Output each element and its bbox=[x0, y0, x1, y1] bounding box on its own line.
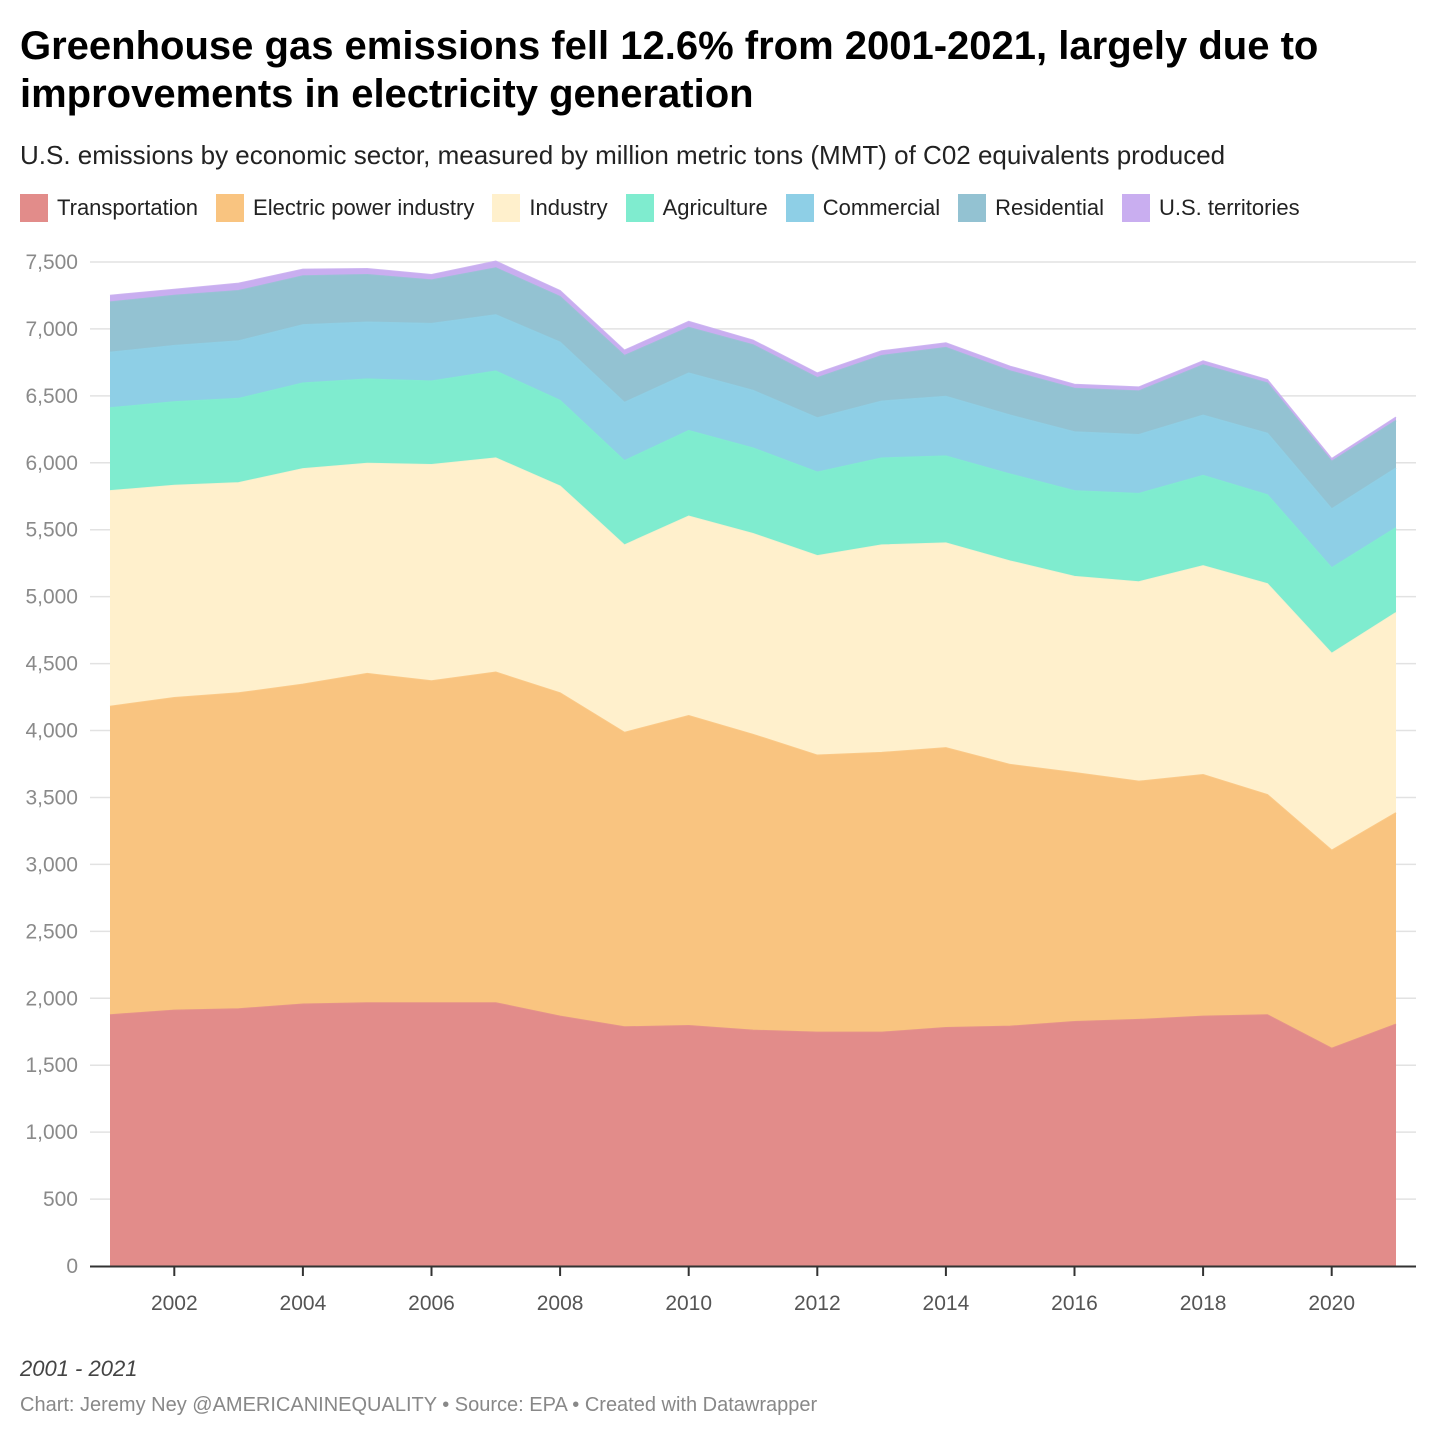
area-edge-transportation bbox=[109, 1002, 1397, 1050]
y-tick-label: 7,500 bbox=[25, 251, 78, 274]
legend-label: U.S. territories bbox=[1158, 195, 1300, 220]
legend-item-industry: Industry bbox=[492, 194, 608, 222]
area-edge-residential bbox=[109, 267, 1397, 463]
legend-label: Residential bbox=[995, 195, 1104, 220]
legend-label: Agriculture bbox=[662, 195, 768, 220]
y-tick-label: 1,500 bbox=[25, 1054, 78, 1077]
legend-item-agriculture: Agriculture bbox=[625, 194, 768, 222]
area-transportation bbox=[110, 1002, 1396, 1266]
area-industry bbox=[110, 458, 1396, 851]
legend-label: Transportation bbox=[57, 195, 199, 220]
x-tick-label: 2008 bbox=[537, 1292, 584, 1315]
x-tick-label: 2002 bbox=[151, 1292, 198, 1315]
y-tick-label: 2,000 bbox=[25, 987, 78, 1010]
y-tick-label: 7,000 bbox=[25, 318, 78, 341]
legend-swatch bbox=[625, 194, 654, 222]
x-tick-label: 2018 bbox=[1180, 1292, 1227, 1315]
area-electric-power-industry bbox=[110, 672, 1396, 1049]
area-agriculture bbox=[110, 371, 1396, 654]
area-edge-electric-power-industry bbox=[109, 671, 1397, 852]
y-tick-label: 500 bbox=[43, 1188, 78, 1211]
x-tick-label: 2016 bbox=[1051, 1292, 1098, 1315]
y-tick-label: 0 bbox=[66, 1255, 78, 1278]
area-residential bbox=[110, 268, 1396, 509]
y-tick-label: 1,000 bbox=[25, 1121, 78, 1144]
chart-subtitle: U.S. emissions by economic sector, measu… bbox=[20, 140, 1226, 170]
legend-swatch bbox=[785, 194, 814, 222]
date-range-note: 2001 - 2021 bbox=[20, 1356, 138, 1381]
area-edge-commercial bbox=[109, 314, 1397, 510]
y-tick-label: 3,500 bbox=[25, 786, 78, 809]
legend-label: Industry bbox=[529, 195, 608, 220]
legend-label: Electric power industry bbox=[253, 195, 475, 220]
legend-swatch bbox=[20, 194, 48, 222]
y-tick-label: 4,500 bbox=[25, 653, 78, 676]
legend-item-commercial: Commercial bbox=[785, 194, 941, 222]
legend-swatch bbox=[216, 194, 245, 222]
legend-swatch bbox=[1121, 194, 1150, 222]
legend-item-residential: Residential bbox=[958, 194, 1104, 222]
chart-credits: Chart: Jeremy Ney @AMERICANINEQUALITY • … bbox=[20, 1394, 818, 1416]
area-edge-industry bbox=[109, 457, 1397, 655]
area-edge-agriculture bbox=[109, 370, 1397, 569]
area-edge-u-s-territories bbox=[109, 260, 1397, 460]
x-tick-label: 2010 bbox=[665, 1292, 712, 1315]
legend-swatch bbox=[492, 194, 521, 222]
legend-item-electric-power-industry: Electric power industry bbox=[216, 194, 474, 222]
axes: 0 500 1,000 1,500 2,000 2,500 3,000 3,500 4,000 4… bbox=[25, 251, 1416, 1315]
x-tick-label: 2006 bbox=[408, 1292, 455, 1315]
y-tick-label: 3,000 bbox=[25, 853, 78, 876]
chart-title: Greenhouse gas emissions fell 12.6% from… bbox=[20, 24, 1319, 116]
x-tick-label: 2020 bbox=[1308, 1292, 1355, 1315]
area-commercial bbox=[110, 314, 1396, 568]
legend-item-u-s-territories: U.S. territories bbox=[1121, 194, 1300, 222]
y-tick-label: 5,500 bbox=[25, 519, 78, 542]
y-tick-label: 5,000 bbox=[25, 586, 78, 609]
x-tick-label: 2004 bbox=[280, 1292, 327, 1315]
stacked-areas bbox=[109, 260, 1397, 1266]
legend: Transportation Electric power industry Ind… bbox=[20, 194, 1318, 222]
y-tick-label: 2,500 bbox=[25, 920, 78, 943]
y-tick-label: 6,500 bbox=[25, 385, 78, 408]
y-tick-label: 4,000 bbox=[25, 720, 78, 743]
x-tick-label: 2014 bbox=[923, 1292, 970, 1315]
y-tick-label: 6,000 bbox=[25, 452, 78, 475]
legend-item-transportation: Transportation bbox=[20, 194, 198, 222]
x-tick-label: 2012 bbox=[794, 1292, 841, 1315]
legend-label: Commercial bbox=[822, 195, 941, 220]
area-chart: 0 500 1,000 1,500 2,000 2,500 3,000 3,500 4,000 4… bbox=[25, 251, 1416, 1315]
legend-swatch bbox=[958, 194, 987, 222]
